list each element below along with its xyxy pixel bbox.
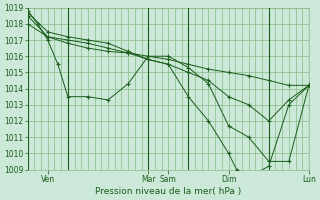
X-axis label: Pression niveau de la mer( hPa ): Pression niveau de la mer( hPa ) xyxy=(95,187,241,196)
